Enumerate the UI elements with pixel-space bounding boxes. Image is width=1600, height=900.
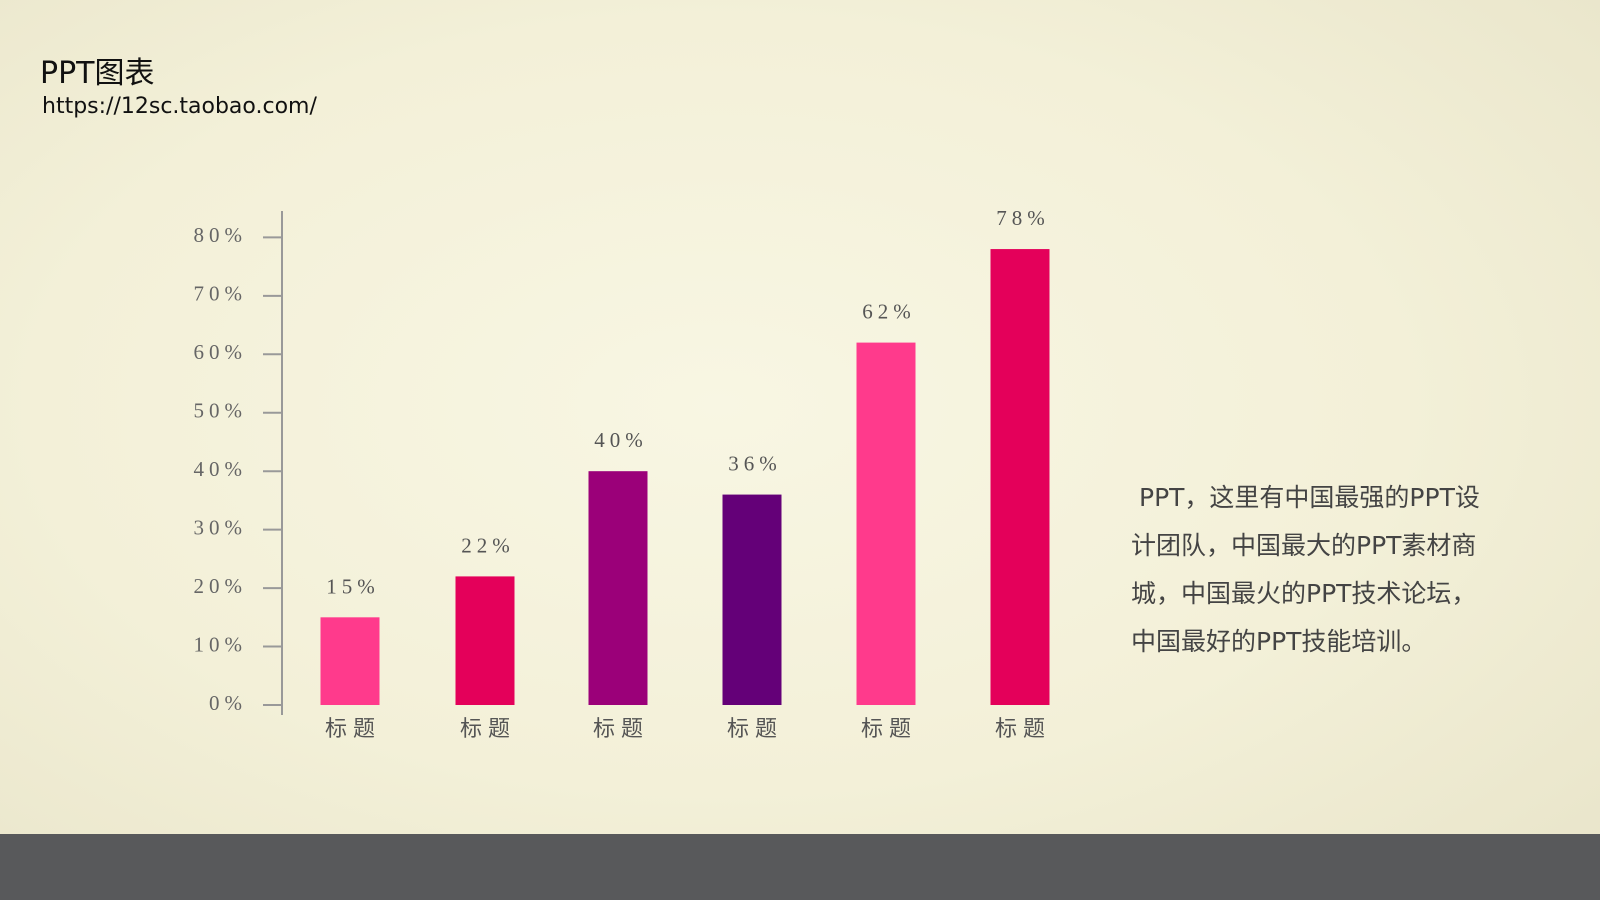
x-tick-label: 标题 bbox=[325, 717, 381, 742]
subtitle: https://12sc.taobao.com/ bbox=[42, 94, 317, 119]
y-tick-label: 70% bbox=[194, 282, 248, 306]
y-tick-label: 50% bbox=[194, 399, 248, 423]
annotation: PPT，这里有中国最强的PPT设计团队，中国最大的PPT素材商城，中国最火的PP… bbox=[1131, 483, 1480, 656]
title: PPT图表 bbox=[40, 56, 155, 91]
value-label: 40% bbox=[594, 428, 648, 452]
y-tick-label: 40% bbox=[194, 457, 248, 481]
value-label: 36% bbox=[728, 452, 782, 476]
bar bbox=[455, 576, 515, 705]
bar bbox=[722, 494, 782, 705]
y-tick-label: 60% bbox=[194, 340, 248, 364]
x-tick-label: 标题 bbox=[727, 717, 783, 742]
y-tick-label: 30% bbox=[194, 515, 248, 539]
footer-bar bbox=[0, 834, 1600, 900]
y-tick-label: 80% bbox=[194, 223, 248, 247]
bar bbox=[588, 471, 648, 705]
x-tick-label: 标题 bbox=[460, 717, 516, 742]
y-tick-label: 20% bbox=[194, 574, 248, 598]
bar bbox=[856, 342, 916, 705]
bar bbox=[990, 249, 1050, 706]
value-label: 62% bbox=[862, 300, 916, 324]
y-tick-label: 0% bbox=[209, 691, 247, 715]
x-tick-label: 标题 bbox=[593, 717, 649, 742]
value-label: 78% bbox=[996, 206, 1050, 230]
x-tick-label: 标题 bbox=[861, 717, 917, 742]
value-label: 22% bbox=[461, 533, 515, 557]
x-tick-label: 标题 bbox=[995, 717, 1051, 742]
value-label: 15% bbox=[326, 574, 380, 598]
y-tick-label: 10% bbox=[194, 632, 248, 656]
bar bbox=[320, 617, 380, 705]
